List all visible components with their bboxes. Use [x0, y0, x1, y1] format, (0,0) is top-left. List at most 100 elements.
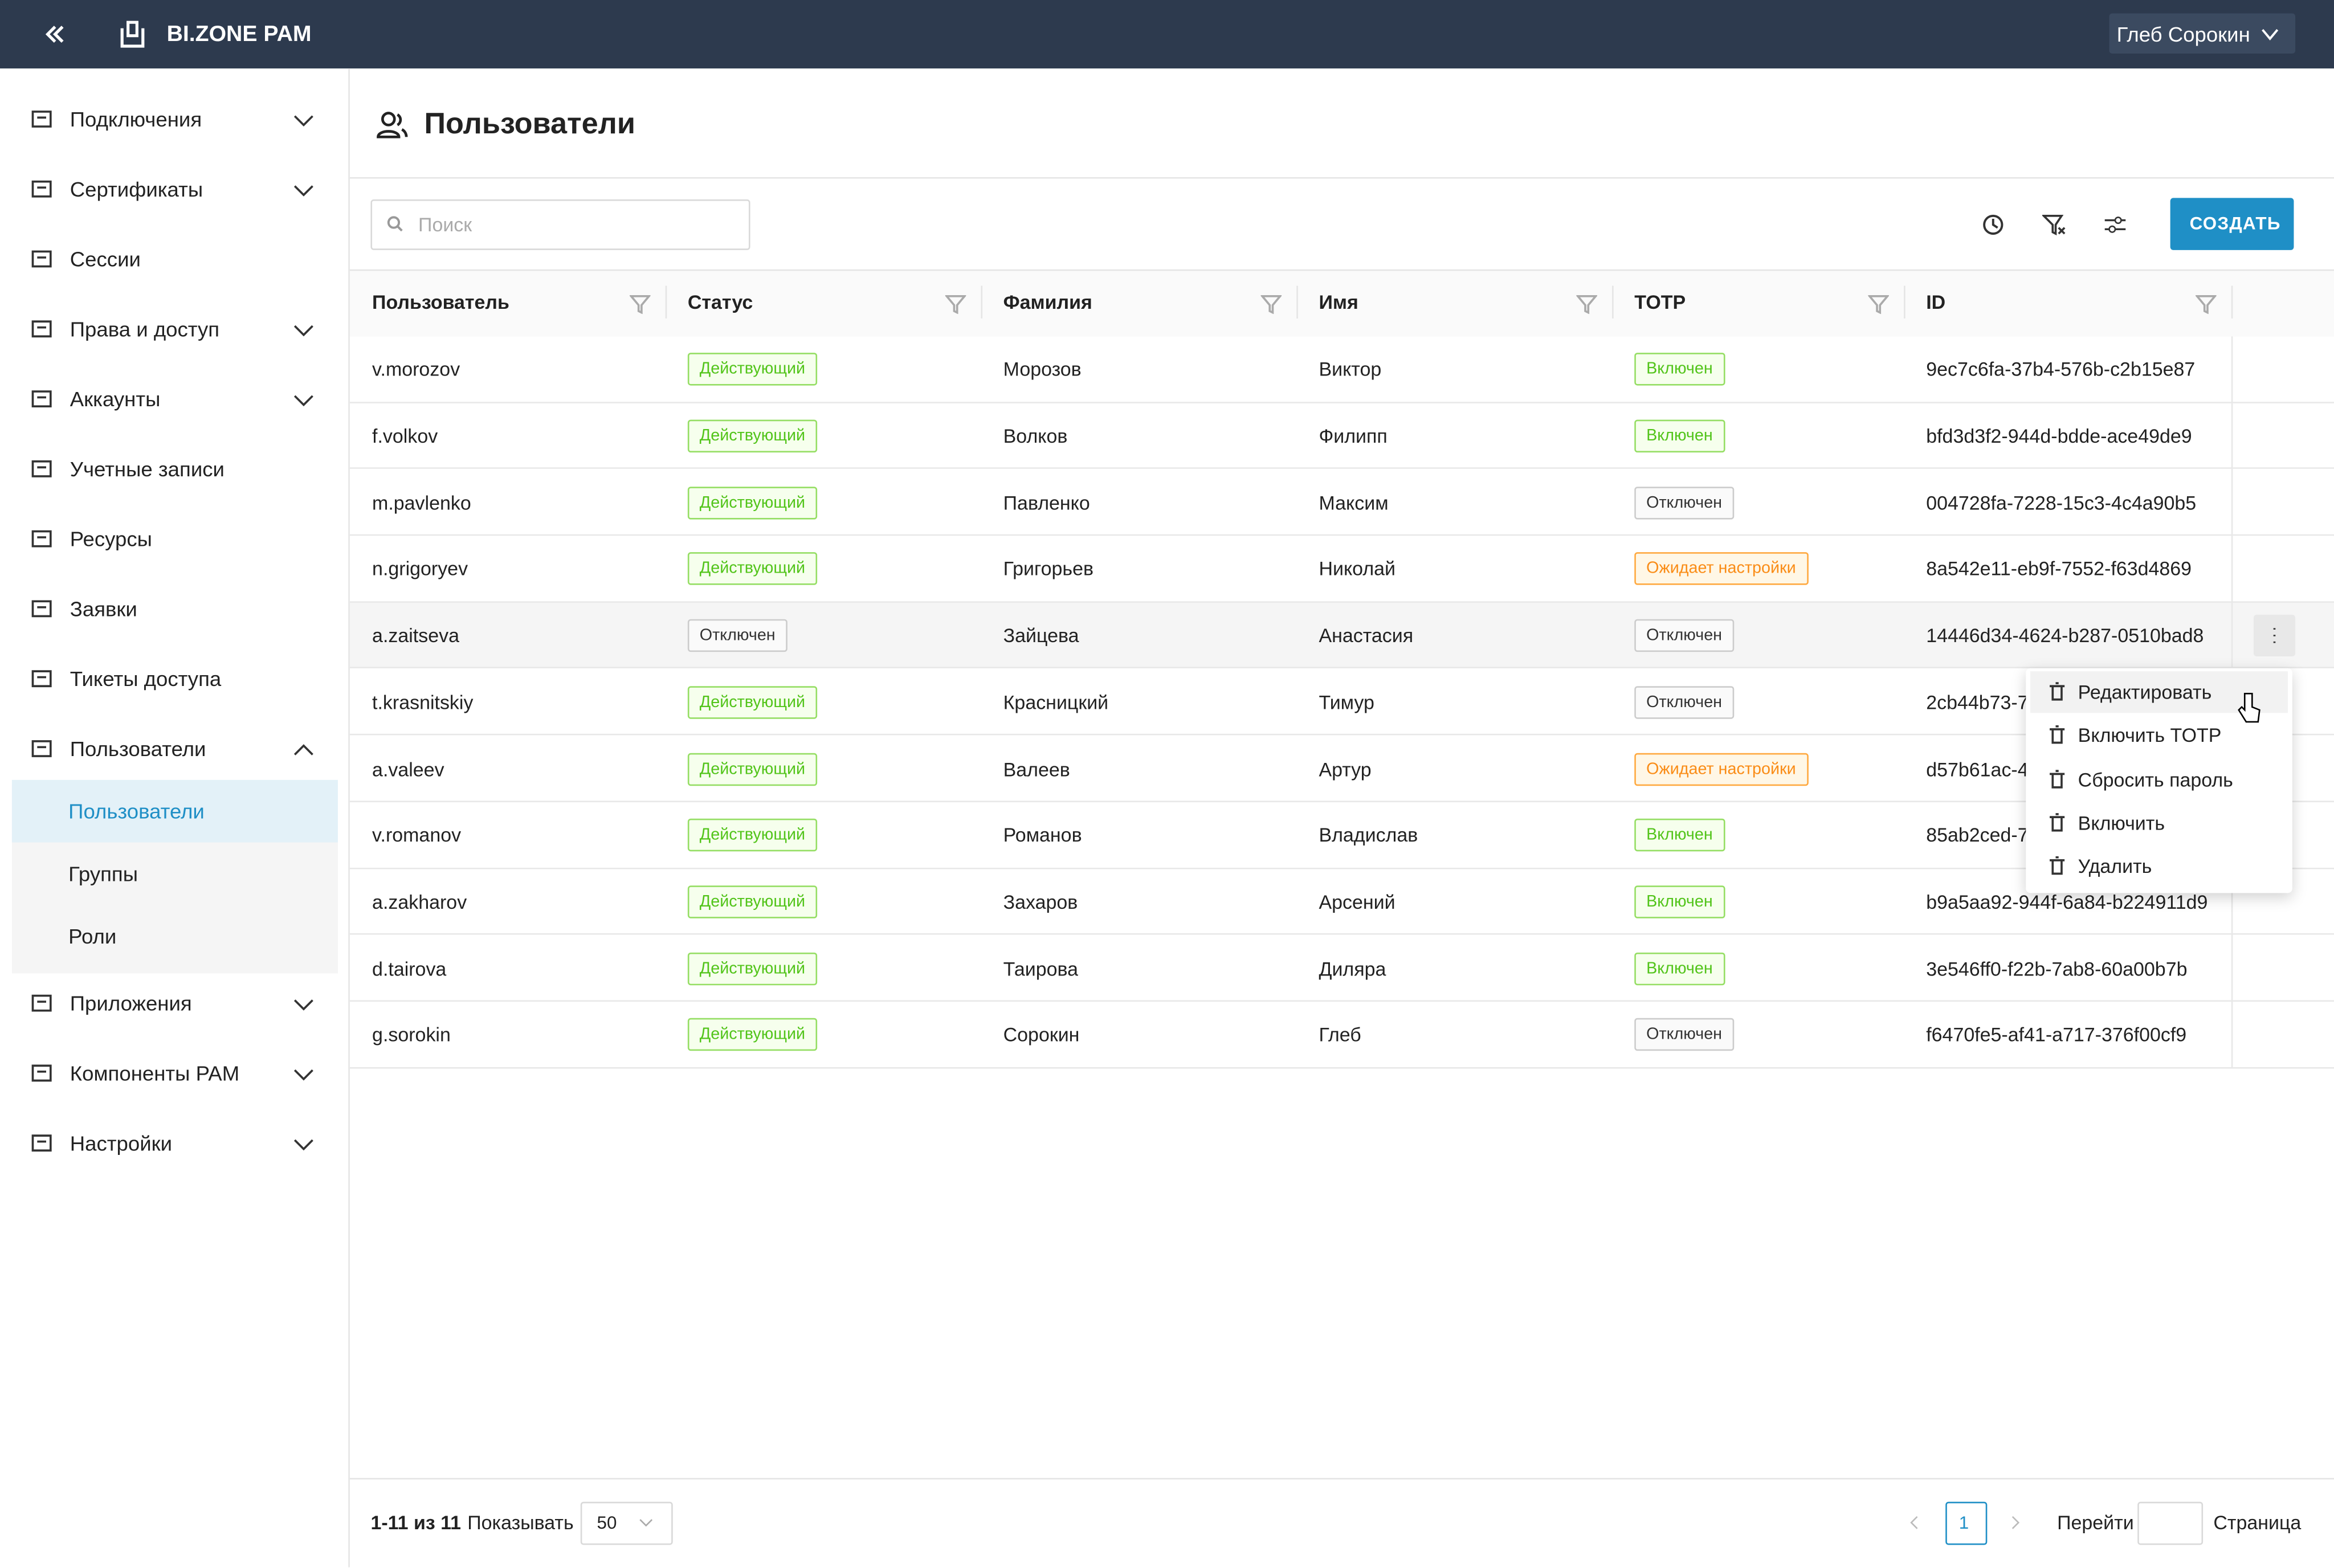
goto-label: Перейти — [2057, 1511, 2134, 1534]
table-row — [349, 802, 2334, 869]
submenu-item[interactable]: Роли — [68, 924, 117, 948]
cell: Тимур — [1319, 691, 1374, 714]
column-divider — [1612, 285, 1614, 319]
filter-icon — [1868, 295, 1889, 315]
table-row — [349, 469, 2334, 536]
totp-tag: Включен — [1634, 819, 1725, 852]
nav-icon — [31, 740, 52, 757]
collapse-icon[interactable] — [43, 22, 67, 46]
page-size-select[interactable] — [580, 1501, 673, 1545]
cell: Романов — [1003, 824, 1082, 847]
user-chevron — [2262, 28, 2279, 40]
nav-item[interactable]: Аккаунты — [70, 387, 161, 411]
cell: Морозов — [1003, 358, 1082, 381]
column-divider — [2231, 285, 2233, 319]
prev-page[interactable] — [1907, 1515, 1921, 1530]
page-button[interactable] — [1945, 1501, 1988, 1545]
nav-icon — [31, 1064, 52, 1082]
action-col-divider — [2231, 1002, 2233, 1068]
menu-icon — [2050, 769, 2065, 788]
nav-chevron — [293, 744, 313, 756]
nav-icon — [31, 320, 52, 338]
nav-item[interactable]: Приложения — [70, 991, 192, 1015]
column-header[interactable]: Имя — [1319, 291, 1358, 313]
cell: 85ab2ced-7 — [1926, 824, 2029, 847]
submenu-active — [11, 779, 338, 843]
column-divider — [665, 285, 667, 319]
next-page[interactable] — [2008, 1515, 2023, 1530]
cell: Волков — [1003, 424, 1068, 448]
cell: Арсений — [1319, 891, 1395, 913]
nav-item[interactable]: Сертификаты — [70, 177, 203, 201]
column-header[interactable]: Пользователь — [372, 291, 509, 313]
page-size[interactable]: 50 — [597, 1512, 617, 1533]
nav-item[interactable]: Сессии — [70, 247, 141, 271]
search-box[interactable] — [370, 199, 750, 250]
table-row — [349, 735, 2334, 802]
cell: v.romanov — [372, 824, 462, 847]
column-header[interactable]: Статус — [687, 291, 753, 313]
nav-item[interactable]: Компоненты PAM — [70, 1061, 240, 1085]
settings-button[interactable] — [2103, 213, 2127, 237]
totp-tag: Отключен — [1634, 486, 1734, 520]
table: Пользователь Статус Фамилия Имя TOTP ID v.moro… — [349, 269, 2334, 1073]
nav-item[interactable]: Права и доступ — [70, 317, 220, 341]
menu-icon — [2050, 812, 2065, 832]
submenu-item[interactable]: Пользователи — [68, 799, 205, 823]
create-button[interactable] — [2170, 198, 2294, 250]
nav-icon — [31, 994, 52, 1012]
table-row — [349, 935, 2334, 1002]
nav-item[interactable]: Ресурсы — [70, 526, 152, 551]
column-header[interactable]: Фамилия — [1003, 291, 1092, 313]
nav-item[interactable]: Тикеты доступа — [70, 667, 222, 691]
nav-icon — [31, 530, 52, 548]
submenu-item[interactable]: Группы — [68, 861, 138, 886]
clear-filter-button[interactable] — [2042, 213, 2066, 237]
page-number[interactable]: 1 — [1958, 1512, 1969, 1533]
cell: a.zaitseva — [372, 624, 459, 647]
totp-tag: Отключен — [1634, 619, 1734, 652]
history-button[interactable] — [1981, 213, 2005, 237]
footer-divider — [349, 1477, 2334, 1480]
status-tag: Отключен — [687, 619, 787, 652]
table-row — [349, 336, 2334, 403]
menu-icon — [2050, 725, 2065, 745]
totp-tag: Отключен — [1634, 685, 1734, 719]
create-label[interactable]: СОЗДАТЬ — [2189, 213, 2281, 234]
column-header[interactable]: TOTP — [1634, 291, 1686, 313]
cell: Григорьев — [1003, 558, 1094, 581]
cell: Зайцева — [1003, 624, 1079, 647]
menu-item[interactable]: Редактировать — [2078, 681, 2212, 704]
search-placeholder: Поиск — [418, 213, 472, 236]
menu-item[interactable]: Удалить — [2078, 855, 2152, 878]
nav-item[interactable]: Настройки — [70, 1131, 173, 1155]
column-header[interactable]: ID — [1926, 291, 1946, 313]
page-label: Страница — [2213, 1511, 2302, 1534]
goto-input[interactable] — [2137, 1501, 2204, 1545]
totp-tag: Ожидает настройки — [1634, 553, 1808, 586]
cell: 9ec7c6fa-37b4-576b-c2b15e87 — [1926, 358, 2196, 381]
nav-item[interactable]: Учетные записи — [70, 456, 225, 481]
table-row — [349, 403, 2334, 469]
nav-chevron — [293, 1139, 313, 1151]
status-tag: Действующий — [687, 486, 817, 520]
cell: Сорокин — [1003, 1023, 1080, 1046]
nav-item[interactable]: Заявки — [70, 597, 137, 621]
status-tag: Действующий — [687, 1018, 817, 1052]
action-col-divider — [2231, 935, 2233, 1002]
menu-icon — [2050, 856, 2065, 875]
menu-item[interactable]: Включить — [2078, 811, 2165, 834]
cell: d57b61ac-4 — [1926, 757, 2029, 780]
menu-item[interactable]: Включить TOTP — [2078, 724, 2222, 747]
totp-tag: Включен — [1634, 353, 1725, 386]
search-icon — [387, 216, 403, 232]
nav-chevron — [293, 999, 313, 1011]
nav-item[interactable]: Пользователи — [70, 737, 206, 761]
status-tag: Действующий — [687, 885, 817, 918]
filter-icon — [1576, 295, 1597, 315]
cell: Диляра — [1319, 957, 1386, 980]
nav-item[interactable]: Подключения — [70, 107, 202, 131]
cell: f6470fe5-af41-a717-376f00cf9 — [1926, 1023, 2187, 1046]
user-name[interactable]: Глеб Сорокин — [2116, 22, 2250, 46]
menu-item[interactable]: Сбросить пароль — [2078, 768, 2233, 791]
